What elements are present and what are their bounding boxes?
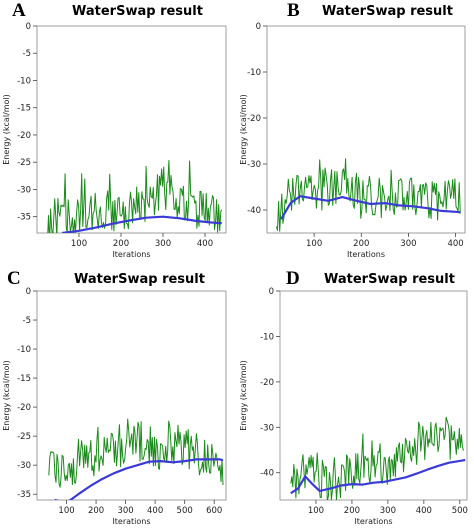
x-tick-label: 400: [416, 506, 432, 516]
x-tick-label: 400: [147, 506, 163, 516]
x-tick-label: 100: [308, 506, 324, 516]
y-tick-label: -40: [260, 469, 274, 479]
chart-d: 0 -10 -20 -30 -40 100 200 300 400 500 Iterations En…: [239, 287, 468, 526]
x-tick-label: 200: [353, 239, 369, 249]
y-tick-label: 0: [26, 287, 31, 297]
x-tick-label: 100: [71, 239, 87, 249]
y-tick-label: -30: [260, 423, 274, 433]
x-axis-label: Iterations: [347, 250, 385, 259]
panel-a: A WaterSwap result 0 -5 -10 -15 -20 -25 -30 -35…: [0, 0, 237, 265]
y-tick-label: -10: [17, 345, 31, 355]
y-tick-label: -10: [17, 76, 31, 86]
y-tick-label: -40: [247, 206, 261, 216]
x-tick-label: 400: [197, 239, 213, 249]
y-tick-label: -25: [17, 158, 31, 168]
series-line-smoothed: [62, 215, 222, 233]
y-tick-label: -30: [247, 160, 261, 170]
x-tick-label: 200: [344, 506, 360, 516]
y-tick-label: -15: [17, 104, 31, 114]
y-tick-label: 0: [269, 287, 274, 297]
x-tick-label: 600: [206, 506, 222, 516]
y-tick-label: -20: [260, 378, 274, 388]
x-tick-label: 200: [88, 506, 104, 516]
series-line-raw: [47, 160, 223, 233]
chart-title-d: WaterSwap result: [324, 272, 455, 287]
panel-d: D WaterSwap result 0 -10 -20 -30 -40 100 200 30…: [237, 265, 474, 530]
y-tick-label: -30: [17, 185, 31, 195]
y-tick-label: -25: [17, 432, 31, 442]
chart-title-b: WaterSwap result: [322, 4, 453, 19]
x-tick-label: 500: [177, 506, 193, 516]
y-tick-label: -20: [17, 131, 31, 141]
y-tick-label: -10: [260, 332, 274, 342]
series-line-smoothed: [280, 195, 461, 220]
y-axis-label: Energy (kcal/mol): [2, 94, 11, 165]
series-line-smoothed: [290, 458, 466, 495]
y-axis-label: Energy (kcal/mol): [239, 360, 248, 431]
panel-letter-c: C: [7, 268, 21, 289]
series-line-raw: [48, 418, 224, 488]
x-axis-label: Iterations: [112, 517, 150, 526]
panel-letter-d: D: [286, 268, 300, 289]
chart-a: 0 -5 -10 -15 -20 -25 -30 -35 100 200 300 400 Iterati…: [2, 22, 227, 259]
x-tick-label: 300: [155, 239, 171, 249]
y-tick-label: -20: [17, 403, 31, 413]
series-line-raw: [275, 158, 461, 232]
y-tick-label: -35: [17, 490, 31, 500]
chart-c: 0 -5 -10 -15 -20 -25 -30 -35 100 200 300 400 500 600 I…: [2, 287, 227, 526]
y-tick-label: 0: [256, 22, 261, 32]
plot-area: [36, 290, 227, 501]
y-tick-label: -20: [247, 114, 261, 124]
chart-title-c: WaterSwap result: [74, 272, 205, 287]
chart-title-a: WaterSwap result: [72, 4, 203, 19]
panel-c: C WaterSwap result 0 -5 -10 -15 -20 -25 -30 -35…: [0, 265, 237, 530]
x-tick-label: 500: [452, 506, 468, 516]
series-line-smoothed: [54, 458, 224, 500]
panel-letter-b: B: [287, 0, 300, 21]
x-tick-label: 400: [447, 239, 463, 249]
y-axis-label: Energy (kcal/mol): [2, 360, 11, 431]
panel-b: B WaterSwap result 0 -10 -20 -30 -40 100 200 30…: [237, 0, 474, 265]
y-tick-label: -5: [23, 49, 31, 59]
panel-letter-a: A: [12, 0, 26, 21]
x-axis-label: Iterations: [354, 517, 392, 526]
x-tick-label: 100: [58, 506, 74, 516]
x-axis-label: Iterations: [112, 250, 150, 259]
y-tick-label: 0: [26, 22, 31, 32]
chart-b: 0 -10 -20 -30 -40 100 200 300 400 Iterations Energ…: [239, 22, 466, 259]
y-tick-label: -10: [247, 68, 261, 78]
x-tick-label: 200: [113, 239, 129, 249]
x-tick-label: 300: [117, 506, 133, 516]
x-tick-label: 300: [400, 239, 416, 249]
y-tick-label: -15: [17, 374, 31, 384]
y-tick-label: -30: [17, 461, 31, 471]
y-tick-label: -5: [23, 316, 31, 326]
x-tick-label: 300: [380, 506, 396, 516]
y-axis-label: Energy (kcal/mol): [239, 94, 248, 165]
y-tick-label: -35: [17, 213, 31, 223]
x-tick-label: 100: [306, 239, 322, 249]
